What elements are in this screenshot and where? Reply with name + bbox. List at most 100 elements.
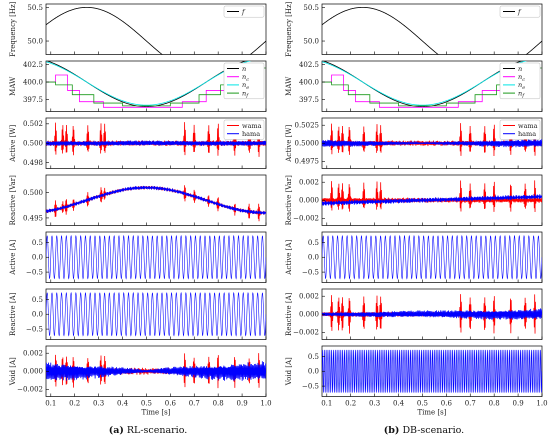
plot-area <box>46 121 266 157</box>
legend-label: f <box>241 8 246 16</box>
series-hama <box>322 234 542 280</box>
y-tick-label: 397.5 <box>23 96 43 104</box>
legend-box <box>223 119 265 140</box>
x-tick-label: 0.2 <box>69 400 80 408</box>
series-f <box>46 6 266 55</box>
y-tick-label: 397.5 <box>299 96 319 104</box>
y-tick-label: −0.5 <box>26 326 43 334</box>
x-tick-label: 0.5 <box>417 400 428 408</box>
x-tick-label: 0.6 <box>165 400 177 408</box>
legend-label: ne <box>518 81 525 91</box>
y-tick-label: 0.500 <box>23 189 43 197</box>
y-axis-label: Void [A] <box>9 357 17 386</box>
y-tick-label: 0.000 <box>23 368 43 376</box>
x-tick-label: 0.3 <box>93 400 104 408</box>
legend-box <box>499 119 541 140</box>
y-tick-label: 0.002 <box>299 179 319 187</box>
caption-tag: (a) <box>109 425 124 436</box>
y-axis-label: Frequency [Hz] <box>285 1 293 57</box>
y-axis-label: Active [W] <box>285 124 293 162</box>
y-tick-label: 0.498 <box>23 159 43 167</box>
y-axis-label: Reactive [Var] <box>285 175 293 226</box>
y-tick-label: 0.495 <box>23 214 43 222</box>
legend: f <box>223 5 265 18</box>
y-tick-label: 402.5 <box>299 61 319 69</box>
legend-label: f <box>517 8 522 16</box>
subplot-freq: 50.5 50.0 Frequency [Hz] f <box>285 1 543 57</box>
x-tick-label: 1.0 <box>536 400 547 408</box>
y-tick-label: 50.0 <box>303 37 319 45</box>
series-hama <box>46 234 266 280</box>
legend-box <box>223 62 265 100</box>
y-tick-label: −0.5 <box>302 269 319 277</box>
y-axis-label: Active [W] <box>9 124 17 162</box>
x-tick-label: 0.6 <box>441 400 453 408</box>
series-hama <box>46 140 266 147</box>
subplot-reactive_a: 0.5 0.0 −0.5 Reactive [A] <box>9 288 267 340</box>
y-tick-label: 0.5 <box>308 353 319 361</box>
y-tick-label: 0.000 <box>299 311 319 319</box>
axes-frame <box>45 3 267 55</box>
plot-area <box>322 180 542 213</box>
x-tick-label: 0.5 <box>141 400 152 408</box>
y-tick-label: 0.5 <box>308 239 319 247</box>
subplot-void_a: 0.5 0.0 −0.5 Void [A] 0.1 0.2 0.3 0.4 0.5 0.6 0.7 0… <box>285 345 548 408</box>
legend-box <box>499 5 541 18</box>
y-tick-label: −0.002 <box>293 329 319 337</box>
x-tick-label: 0.9 <box>237 400 248 408</box>
series-hama <box>322 194 542 206</box>
panel-caption: (b) DB-scenario. <box>384 425 464 436</box>
x-tick-label: 0.8 <box>213 400 224 408</box>
legend-box <box>223 5 265 18</box>
legend-label: wama <box>518 122 538 130</box>
legend-label: nc <box>518 73 525 83</box>
plot-area <box>322 234 542 280</box>
panel-caption: (a) RL-scenario. <box>109 425 188 436</box>
panel-a: 50.5 50.0 Frequency [Hz] f 402.5 400.0 397.5 MA… <box>9 1 272 436</box>
y-tick-label: 0.500 <box>23 140 43 148</box>
y-axis-label: Active [A] <box>9 240 17 276</box>
legend: f <box>499 5 541 18</box>
y-axis-label: Reactive [Var] <box>9 175 17 226</box>
series-hama <box>322 308 542 320</box>
x-tick-label: 0.4 <box>393 400 405 408</box>
plot-area <box>322 349 542 393</box>
y-axis-label: Reactive [A] <box>9 292 17 336</box>
legend-label: nf <box>518 89 525 99</box>
x-tick-label: 0.4 <box>117 400 129 408</box>
x-axis-label: Time [s] <box>418 409 447 417</box>
x-tick-label: 0.1 <box>45 400 56 408</box>
panel-b: 50.5 50.0 Frequency [Hz] f 402.5 400.0 397.5 MA… <box>285 1 548 436</box>
y-tick-label: 0.5000 <box>295 140 320 148</box>
y-tick-label: 0.002 <box>23 350 43 358</box>
axes-frame <box>45 174 267 226</box>
y-axis-label: Reactive [A] <box>285 292 293 336</box>
legend-label: n <box>518 65 522 73</box>
y-tick-label: 0.000 <box>299 197 319 205</box>
plot-area <box>46 6 266 55</box>
legend-label: nf <box>242 89 249 99</box>
x-tick-label: 0.7 <box>189 400 200 408</box>
plot-area <box>322 123 542 156</box>
y-axis-label: MAW <box>9 76 17 96</box>
x-tick-label: 0.1 <box>321 400 332 408</box>
y-axis-label: MAW <box>285 76 293 96</box>
y-tick-label: 400.0 <box>299 78 319 86</box>
x-tick-label: 0.8 <box>489 400 500 408</box>
y-tick-label: 0.4975 <box>295 158 320 166</box>
axes-frame <box>321 60 543 112</box>
plot-area <box>322 6 542 55</box>
y-tick-label: 0.0 <box>308 368 319 376</box>
legend-label: hama <box>518 130 536 138</box>
legend-box <box>499 62 541 100</box>
x-axis-label: Time [s] <box>142 409 171 417</box>
axes-frame <box>45 60 267 112</box>
caption-text: RL-scenario. <box>127 425 187 436</box>
y-tick-label: −0.5 <box>26 269 43 277</box>
plot-area <box>46 353 266 389</box>
